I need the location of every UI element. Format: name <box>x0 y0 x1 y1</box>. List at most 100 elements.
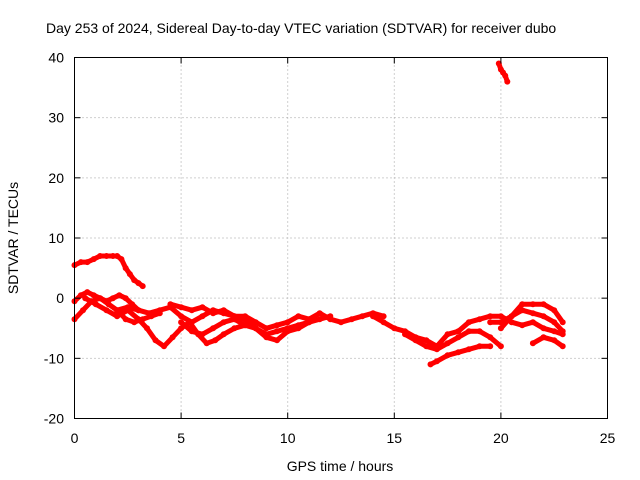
data-point <box>540 313 547 320</box>
y-tick-label: -20 <box>44 411 64 427</box>
data-point <box>274 337 280 344</box>
series-arc-9 <box>402 328 504 353</box>
series-arc-6 <box>167 301 387 332</box>
data-point <box>263 331 270 338</box>
data-point <box>242 313 249 320</box>
data-point <box>188 319 195 326</box>
data-point <box>77 259 84 266</box>
x-axis-label: GPS time / hours <box>287 458 394 474</box>
data-point <box>504 78 511 85</box>
data-point <box>284 325 291 332</box>
data-point <box>263 325 270 332</box>
data-point <box>188 307 195 314</box>
data-point <box>199 313 206 320</box>
data-point <box>178 304 185 311</box>
x-tick-label: 20 <box>493 430 509 446</box>
data-point <box>476 328 483 335</box>
data-point <box>116 292 123 299</box>
data-point <box>92 301 99 308</box>
data-point <box>131 319 138 326</box>
data-point <box>476 316 483 323</box>
data-point <box>109 253 116 259</box>
grid-lines <box>74 57 608 419</box>
data-point <box>295 322 302 329</box>
data-point <box>199 304 206 311</box>
data-point <box>540 325 547 332</box>
data-point <box>220 331 227 338</box>
data-point <box>455 349 462 356</box>
data-point <box>444 352 451 359</box>
x-tick-label: 25 <box>600 430 616 446</box>
data-point <box>84 289 91 296</box>
axis-ticks <box>74 57 608 419</box>
chart-title: Day 253 of 2024, Sidereal Day-to-day VTE… <box>46 20 556 36</box>
x-tick-label: 5 <box>177 430 185 446</box>
data-point <box>487 319 494 326</box>
data-point <box>135 280 142 287</box>
data-point <box>80 307 86 314</box>
data-point <box>497 343 504 350</box>
data-point <box>242 322 249 329</box>
data-point <box>135 316 142 323</box>
data-point <box>519 322 526 329</box>
data-point <box>380 319 387 326</box>
data-point <box>114 307 121 314</box>
data-point <box>487 313 494 320</box>
y-tick-label: 0 <box>56 290 64 306</box>
y-tick-label: 30 <box>48 110 64 126</box>
data-point <box>178 319 185 326</box>
data-point <box>109 295 116 302</box>
data-point <box>540 334 547 341</box>
data-point <box>210 325 217 332</box>
data-point <box>122 265 129 272</box>
data-point <box>529 310 536 317</box>
data-point <box>423 337 430 344</box>
data-point <box>274 322 280 329</box>
data-point <box>82 295 89 302</box>
data-point <box>316 316 323 323</box>
data-point <box>423 343 430 350</box>
data-point <box>559 343 566 350</box>
y-tick-label: 20 <box>48 170 64 186</box>
data-point <box>412 337 419 344</box>
data-point <box>433 346 440 353</box>
data-point <box>118 256 125 263</box>
series-arc-1 <box>71 253 146 290</box>
data-point <box>455 328 462 335</box>
data-point <box>427 361 434 368</box>
data-point <box>178 325 185 332</box>
data-point <box>169 334 176 341</box>
plot-frame <box>74 57 608 419</box>
y-tick-label: -10 <box>44 350 64 366</box>
data-point <box>508 313 515 320</box>
data-point <box>135 307 142 314</box>
data-point <box>212 337 219 344</box>
data-point <box>97 253 104 259</box>
data-point <box>252 319 259 326</box>
data-point <box>103 307 110 314</box>
data-point <box>167 301 174 308</box>
data-point <box>199 331 206 338</box>
series-line <box>530 334 566 349</box>
series-arc-12 <box>497 307 566 335</box>
data-point <box>90 292 97 299</box>
data-point <box>559 319 566 326</box>
series-arc-13 <box>529 334 566 350</box>
data-point <box>152 337 159 344</box>
data-series <box>71 60 566 368</box>
data-point <box>551 337 558 344</box>
data-point <box>540 301 547 308</box>
series-arc-7 <box>178 313 334 338</box>
data-point <box>306 319 312 326</box>
data-point <box>84 259 91 266</box>
data-point <box>231 316 238 323</box>
x-tick-label: 0 <box>71 430 79 446</box>
series-arc-14 <box>495 60 511 85</box>
data-point <box>465 319 472 326</box>
data-point <box>139 283 146 290</box>
data-point <box>519 307 526 314</box>
data-point <box>252 325 259 332</box>
data-point <box>274 328 280 335</box>
data-point <box>77 292 84 299</box>
